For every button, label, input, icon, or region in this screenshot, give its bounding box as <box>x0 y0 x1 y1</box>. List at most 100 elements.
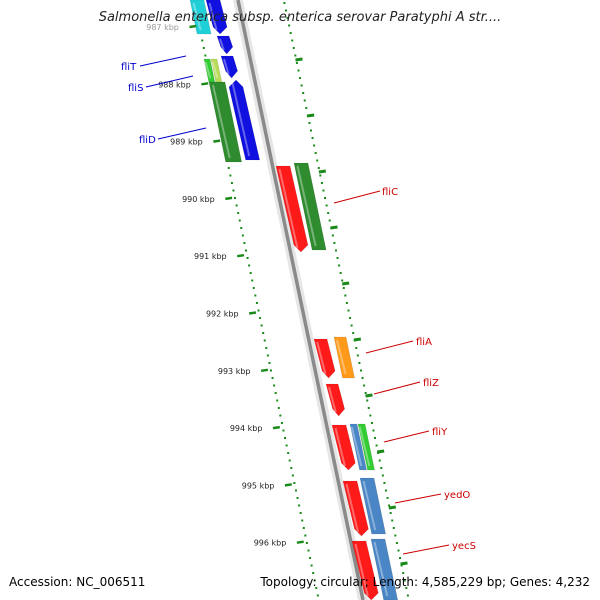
tick-dot <box>389 512 392 514</box>
gene-block[interactable] <box>205 0 228 35</box>
gene-label-fliS[interactable]: fliS <box>128 83 143 94</box>
right-tick-track <box>283 2 409 597</box>
tick-dot <box>359 369 362 372</box>
scale-tick <box>248 311 257 315</box>
gene-shine <box>354 543 369 597</box>
leader-line <box>402 544 450 555</box>
scale-label: 991 kbp <box>194 252 227 261</box>
tick-dot <box>249 272 252 274</box>
gene-label-fliT[interactable]: fliT <box>121 62 137 73</box>
gene-shine <box>204 61 212 79</box>
gene-shine <box>358 426 371 467</box>
gene-label-fliA[interactable]: fliA <box>416 337 432 348</box>
gene-shine <box>362 480 377 531</box>
scale-label: 992 kbp <box>206 310 239 319</box>
gene-block-fliC-pair[interactable] <box>293 162 327 251</box>
tick-dot <box>322 189 325 192</box>
gene-label-fliD[interactable]: fliD <box>139 135 156 146</box>
gene-block-fliY[interactable] <box>331 424 356 471</box>
gene-block[interactable] <box>216 35 234 55</box>
tick-dot <box>394 534 397 537</box>
gene-block[interactable] <box>189 0 212 35</box>
tick-dot <box>349 317 352 319</box>
tick-dot <box>302 92 305 94</box>
gene-block[interactable] <box>228 79 261 161</box>
tick-mark <box>365 393 373 398</box>
gene-shine <box>316 341 327 375</box>
backbone-line <box>236 0 365 600</box>
gene-label-yedO[interactable]: yedO <box>444 490 470 501</box>
tick-dot <box>201 39 204 42</box>
gene-block[interactable] <box>208 81 243 163</box>
tick-dot <box>252 287 255 289</box>
tick-dot <box>269 369 272 372</box>
gene-shine <box>212 84 231 159</box>
tick-dot <box>285 444 288 447</box>
tick-dot <box>294 54 297 57</box>
gene-labels: fliT fliS fliD fliC fliA fliZ fliY yedO yecS <box>121 62 476 552</box>
tick-dot <box>302 527 305 529</box>
gene-block-yedO-pair[interactable] <box>359 477 387 535</box>
gene-label-fliZ[interactable]: fliZ <box>423 378 439 389</box>
tick-dot <box>311 137 314 139</box>
gene-block-fliZ[interactable] <box>325 383 345 417</box>
tick-dot <box>279 414 282 417</box>
tick-dot <box>289 32 292 34</box>
gene-label-fliY[interactable]: fliY <box>432 427 448 438</box>
tick-dot <box>254 294 257 297</box>
scale-label: 990 kbp <box>182 195 215 204</box>
gene-label-yecS[interactable]: yecS <box>452 541 476 552</box>
gene-block-fliA-pair[interactable] <box>333 336 355 379</box>
gene-shine <box>231 82 251 157</box>
tick-dot <box>383 482 386 484</box>
gene-block-yecS-pair[interactable] <box>370 538 399 600</box>
scale-tick <box>201 82 209 86</box>
tick-dot <box>248 264 251 267</box>
tick-dot <box>251 279 254 282</box>
tick-dot <box>315 587 318 589</box>
tick-dot <box>319 174 322 177</box>
tick-dot <box>375 444 378 447</box>
tick-dot <box>402 572 405 574</box>
gene-block-yecS[interactable] <box>351 540 379 600</box>
gene-block-fliY-pair2[interactable] <box>357 423 375 471</box>
tick-dot <box>284 9 287 12</box>
tick-dot <box>314 152 317 154</box>
tick-dot <box>286 17 289 19</box>
tick-mark <box>388 505 397 510</box>
tick-dot <box>324 197 327 199</box>
tick-dot <box>355 347 358 349</box>
tick-dot <box>345 302 348 304</box>
tick-dot <box>367 407 370 409</box>
gene-block-fliA[interactable] <box>313 338 336 379</box>
scale-label: 996 kbp <box>254 539 287 548</box>
scale-label: 993 kbp <box>218 367 251 376</box>
scale-tick <box>225 196 233 201</box>
tick-mark <box>376 449 385 454</box>
tick-dot <box>406 594 409 597</box>
tick-dot <box>259 317 262 319</box>
tick-dot <box>298 504 301 507</box>
tick-dot <box>344 294 347 297</box>
accession-text: Accession: NC_006511 <box>9 575 146 589</box>
tick-dot <box>309 557 312 559</box>
gene-block-yedO[interactable] <box>342 480 369 537</box>
tick-dot <box>274 392 277 394</box>
tick-dot <box>202 47 205 49</box>
gene-block[interactable] <box>220 55 238 79</box>
tick-dot <box>333 242 336 244</box>
gene-shine <box>334 427 346 467</box>
tick-dot <box>320 182 323 184</box>
tick-dot <box>280 422 283 424</box>
tick-dot <box>369 414 372 417</box>
gene-label-fliC[interactable]: fliC <box>382 187 398 198</box>
leader-line <box>383 430 430 443</box>
tick-dot <box>328 219 331 222</box>
tick-dot <box>309 129 312 132</box>
gene-block-fliY-pair[interactable] <box>349 423 367 471</box>
gene-block-fliC[interactable] <box>275 165 309 253</box>
tick-dot <box>292 47 295 49</box>
tick-dot <box>374 437 377 439</box>
tick-dot <box>288 459 291 462</box>
tick-dot <box>244 249 247 252</box>
